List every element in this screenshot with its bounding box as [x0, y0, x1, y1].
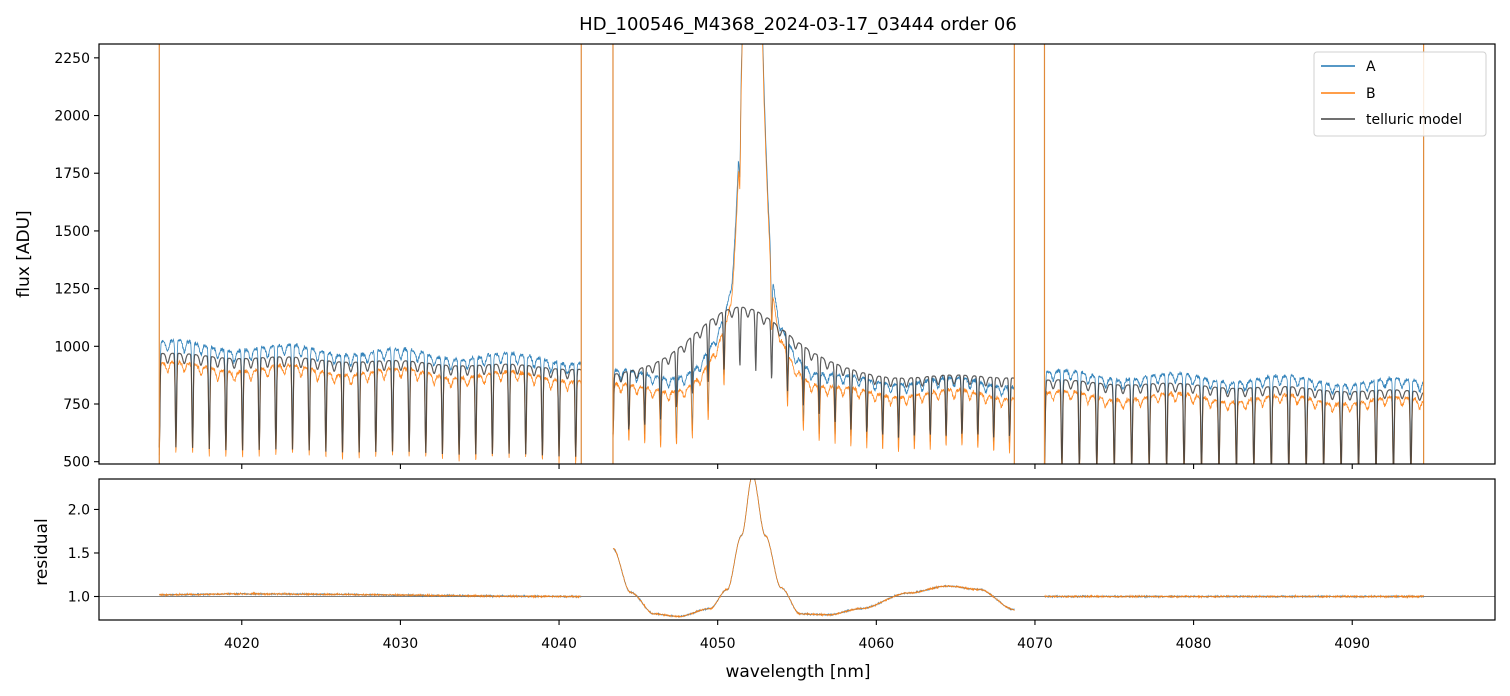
- residual-x-tick-label: 4070: [1017, 636, 1053, 652]
- residual-x-tick-label: 4090: [1334, 636, 1370, 652]
- flux-y-axis-label: flux [ADU]: [14, 210, 34, 297]
- flux-y-ticks: 500 750 1000 1250 1500 1750 2000 2250: [54, 51, 99, 471]
- residual-series-group: [99, 479, 1495, 619]
- legend-box: [1313, 51, 1487, 137]
- residual-panel: residual wavelength [nm] 1.01.52.0 4020 4…: [32, 478, 1496, 682]
- residual-y-tick-label: 2.0: [68, 502, 90, 518]
- flux-plot-frame: [98, 43, 1496, 465]
- residual-x-tick-label: 4050: [700, 636, 736, 652]
- residual-series-b-line: [158, 591, 582, 599]
- residual-y-ticks: 1.0 1.5 2.0: [68, 502, 99, 606]
- residual-x-tick-label: 4020: [224, 636, 260, 652]
- flux-y-tick-label: 1000: [54, 339, 90, 355]
- flux-series-telluric-model-line: [1043, 379, 1424, 464]
- residual-x-tick-label: 4080: [1176, 636, 1212, 652]
- residual-x-tick-label: 4040: [541, 636, 577, 652]
- flux-y-tick-label: 500: [63, 455, 90, 471]
- flux-y-tick-label: 2250: [54, 51, 90, 67]
- residual-y-tick-label: 1.0: [68, 590, 90, 606]
- chart-title: HD_100546_M4368_2024-03-17_03444 order 0…: [579, 14, 1017, 35]
- legend-label-b: B: [1366, 86, 1376, 102]
- flux-series-a-line: [158, 338, 582, 453]
- flux-series-telluric-model-line: [612, 306, 1015, 438]
- legend-label-telluric: telluric model: [1366, 112, 1462, 128]
- flux-x-ticks: [241, 464, 1353, 469]
- flux-series-b-line: [158, 359, 582, 464]
- legend-label-a: A: [1366, 59, 1376, 75]
- residual-y-axis-label: residual: [32, 518, 52, 585]
- residual-plot-frame: [98, 478, 1496, 621]
- residual-x-tick-label: 4030: [383, 636, 419, 652]
- flux-series-group: [158, 44, 1425, 464]
- flux-series-a-line: [1044, 368, 1424, 464]
- flux-y-tick-label: 750: [63, 397, 90, 413]
- flux-series-a-line: [612, 44, 1015, 444]
- flux-y-tick-label: 2000: [54, 109, 90, 125]
- flux-y-tick-label: 1500: [54, 224, 90, 240]
- flux-series-telluric-model-line: [158, 352, 582, 457]
- flux-series-b-line: [1044, 388, 1424, 464]
- residual-series-b-line: [612, 479, 1015, 619]
- residual-series-a-line: [612, 479, 1015, 618]
- residual-series-b-line: [1044, 593, 1424, 599]
- residual-x-tick-label: 4060: [858, 636, 894, 652]
- legend: A B telluric model: [1313, 51, 1487, 137]
- residual-y-tick-label: 1.5: [68, 546, 90, 562]
- residual-x-ticks: 4020 4030 4040 4050 4060 4070 4080 4090: [224, 620, 1370, 652]
- flux-y-tick-label: 1250: [54, 282, 90, 298]
- x-axis-label: wavelength [nm]: [725, 662, 870, 682]
- flux-y-tick-label: 1750: [54, 166, 90, 182]
- flux-panel: HD_100546_M4368_2024-03-17_03444 order 0…: [14, 14, 1496, 471]
